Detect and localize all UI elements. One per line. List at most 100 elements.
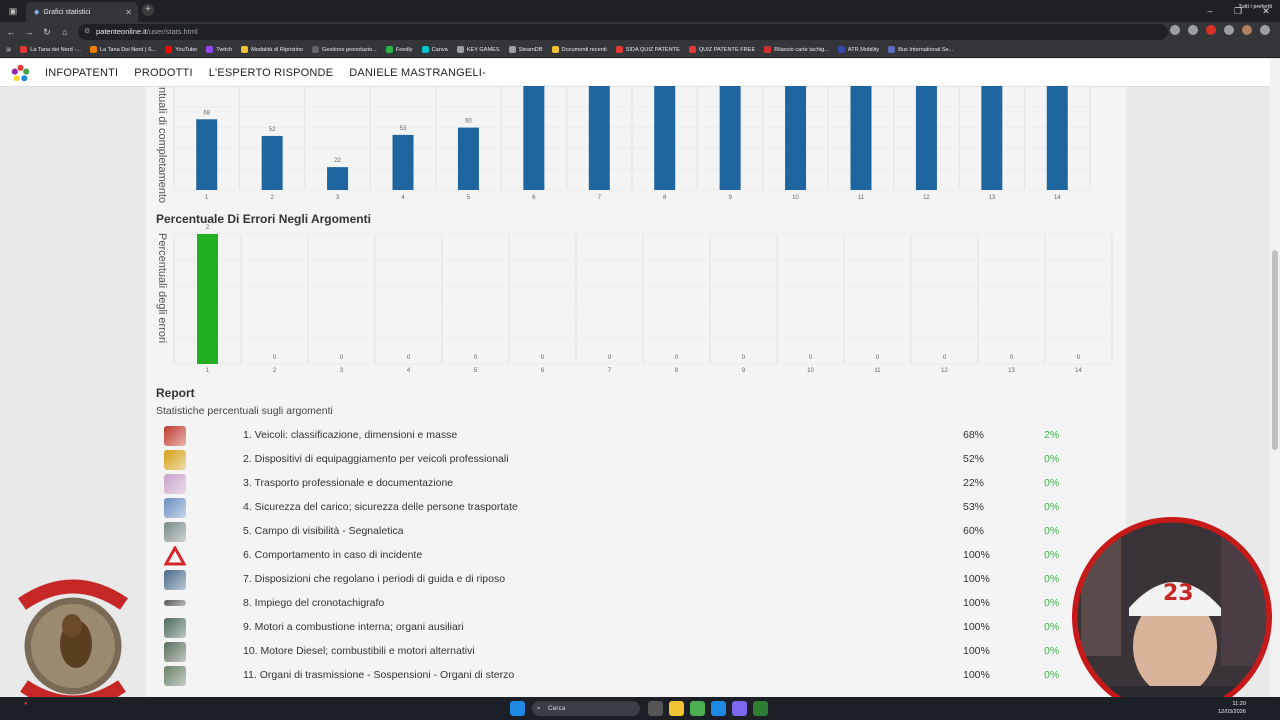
- chart1-ylabel: ntuali di completamento: [156, 87, 168, 204]
- topic-name: 11. Organi di trasmissione - Sospensioni…: [243, 669, 515, 681]
- nav-item[interactable]: PRODOTTI: [134, 67, 193, 79]
- report-row: 7. Disposizioni che regolano i periodi d…: [160, 569, 1080, 593]
- bookmark-item[interactable]: Rilascio carte tachig...: [764, 46, 829, 53]
- warning-triangle-icon: [163, 544, 187, 566]
- bookmark-favicon-icon: [508, 46, 516, 53]
- nav-item[interactable]: INFOPATENTI: [45, 67, 119, 79]
- bookmark-item[interactable]: Bus International Se...: [888, 46, 953, 53]
- bookmark-item[interactable]: Feedly: [385, 46, 413, 53]
- maximize-icon[interactable]: ❐: [1233, 6, 1243, 16]
- error-percent: 0%: [1044, 597, 1060, 609]
- chart2-data-label: 2: [206, 225, 210, 231]
- bookmark-label: Rilascio carte tachig...: [774, 46, 829, 53]
- teams-icon[interactable]: [732, 701, 747, 716]
- error-percent: 2%: [1044, 429, 1060, 441]
- start-icon[interactable]: [510, 701, 525, 716]
- chart2-tick-label: 13: [1008, 368, 1015, 374]
- report-subtitle: Statistiche percentuali sugli argomenti: [156, 405, 333, 417]
- minimize-icon[interactable]: –: [1207, 6, 1213, 16]
- menu-icon[interactable]: [1260, 25, 1270, 35]
- puzzle-icon[interactable]: [1224, 25, 1234, 35]
- error-percent: 0%: [1044, 549, 1060, 561]
- url-input[interactable]: ⚙ patenteonline.it/user/stats.html: [78, 24, 1168, 40]
- bookmark-item[interactable]: Modalità di Ripristino: [241, 46, 303, 53]
- profile-avatar[interactable]: [1242, 25, 1252, 35]
- all-bookmarks-link[interactable]: Tutti i preferiti: [1238, 4, 1272, 10]
- chart1-data-label: 60: [465, 119, 472, 125]
- scrollbar-thumb[interactable]: [1272, 250, 1278, 450]
- weather-widget[interactable]: ●: [24, 700, 27, 708]
- bookmark-item[interactable]: ATR Mobility: [837, 46, 879, 53]
- bookmark-label: Modalità di Ripristino: [251, 46, 304, 53]
- taskview-icon[interactable]: [648, 701, 663, 716]
- tab-search-icon[interactable]: ▣: [8, 6, 18, 16]
- topic-name: 3. Trasporto professionale e documentazi…: [243, 477, 454, 489]
- bookmark-item[interactable]: La Tana Dei Nerd | S...: [89, 46, 156, 53]
- chart2-data-label: 0: [273, 355, 277, 361]
- topic-name: 1. Veicoli: classificazione, dimensioni …: [243, 429, 458, 441]
- bookmark-favicon-icon: [837, 46, 845, 53]
- bookmark-item[interactable]: La Tana dei Nerd -...: [20, 46, 81, 53]
- edge-icon[interactable]: [711, 701, 726, 716]
- visibility-icon: [164, 522, 186, 542]
- excel-icon[interactable]: [753, 701, 768, 716]
- home-icon[interactable]: ⌂: [62, 27, 68, 37]
- record-icon[interactable]: [1206, 25, 1216, 35]
- taskbar-search-input[interactable]: ⌕ Cerca: [532, 701, 640, 716]
- bookmark-item[interactable]: SteamDB: [508, 46, 543, 53]
- close-tab-icon[interactable]: ✕: [125, 7, 132, 17]
- bookmark-star-icon[interactable]: [1170, 25, 1180, 35]
- bookmark-item[interactable]: Canva: [421, 46, 448, 53]
- close-window-icon[interactable]: ✕: [1262, 6, 1270, 16]
- clock-time: 11:20: [1232, 701, 1246, 707]
- chart1-bar: [719, 86, 741, 190]
- chart1-data-label: 68: [203, 110, 210, 116]
- site-logo-icon[interactable]: [11, 64, 30, 83]
- chart2-data-label: 0: [474, 355, 478, 361]
- nav-item[interactable]: DANIELE MASTRANGELI-: [349, 67, 486, 79]
- chart1-tick-label: 8: [663, 195, 667, 201]
- bookmark-item[interactable]: YouTube: [165, 46, 197, 53]
- chart2-tick-label: 2: [273, 368, 277, 374]
- chart1-bar: [523, 86, 545, 190]
- back-icon[interactable]: ←: [6, 27, 16, 37]
- chart1-ylabel-wrap: ntuali di completamento: [151, 87, 173, 215]
- browser-tab-active[interactable]: ◆ Grafici statistici ✕: [26, 2, 138, 22]
- file-explorer-icon[interactable]: [669, 701, 684, 716]
- bookmark-item[interactable]: Documenti recenti: [551, 46, 607, 53]
- chart1-bar: [261, 135, 283, 190]
- taskbar-search-icon: ⌕: [537, 705, 541, 712]
- error-percent: 0%: [1044, 669, 1060, 681]
- taskbar-icons: [510, 701, 525, 716]
- webcam-overlay: 23: [1072, 517, 1272, 717]
- stats-page: [146, 87, 1126, 697]
- chart1-bar: [327, 167, 349, 190]
- bookmark-label: Feedly: [395, 46, 413, 53]
- site-info-icon[interactable]: ⚙: [84, 28, 91, 35]
- reload-icon[interactable]: ↻: [43, 27, 51, 37]
- bookmark-item[interactable]: Twitch: [206, 46, 232, 53]
- chart1-tick-label: 2: [270, 195, 274, 201]
- system-clock[interactable]: 11:20 12/03/2026: [1218, 700, 1246, 716]
- bookmark-favicon-icon: [551, 46, 559, 53]
- chart2-tick-label: 5: [474, 368, 478, 374]
- chrome-icon[interactable]: [690, 701, 705, 716]
- chart1-data-label: 53: [400, 126, 407, 132]
- bookmark-item[interactable]: KEY GAMES: [456, 46, 500, 53]
- cargo-icon: [164, 498, 186, 518]
- forward-icon[interactable]: →: [24, 27, 34, 37]
- chart2-data-label: 0: [742, 355, 746, 361]
- bookmark-item[interactable]: QUIZ PATENTE FREE: [688, 46, 755, 53]
- new-tab-button[interactable]: +: [142, 4, 154, 16]
- bookmark-favicon-icon: [888, 46, 896, 53]
- nav-item[interactable]: L'ESPERTO RISPONDE: [208, 67, 334, 79]
- extension-icon[interactable]: [1188, 25, 1198, 35]
- bookmark-item[interactable]: Gestione prenotazio...: [312, 46, 377, 53]
- error-percent: 0%: [1044, 645, 1060, 657]
- chart1-tick-label: 1: [205, 195, 209, 201]
- apps-icon[interactable]: ▦: [6, 46, 12, 53]
- completion-percent: 100%: [963, 669, 990, 681]
- bookmark-favicon-icon: [89, 46, 97, 53]
- bookmark-item[interactable]: SIDA QUIZ PATENTE: [615, 46, 680, 53]
- chart2-tick-label: 9: [742, 368, 746, 374]
